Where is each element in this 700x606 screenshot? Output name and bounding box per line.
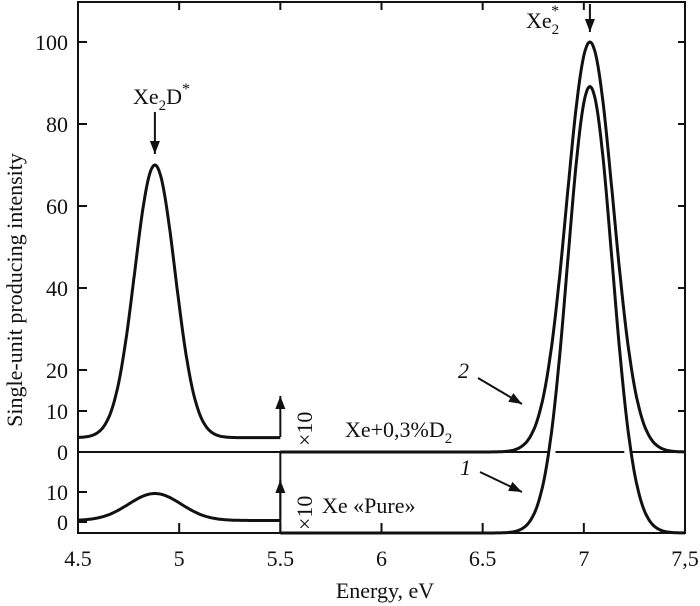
arrow-scale-lower-head (275, 480, 286, 493)
curve-label-1: 1 (460, 455, 471, 480)
curve-label-2: 2 (458, 358, 469, 383)
y-axis-label: Single-unit producing intensity (2, 153, 27, 427)
curve-2-xe2-peak (280, 40, 685, 454)
curve-1-xe2-peak (280, 84, 686, 535)
curve-2-xe2d-peak (77, 163, 281, 440)
y-tick-label: 10 (46, 399, 68, 424)
x-tick-label: 6.5 (469, 546, 497, 571)
scale-note-lower: ×10 (292, 496, 317, 530)
x-tick-label: 6 (376, 546, 387, 571)
arrow-curve-1-head (508, 481, 522, 492)
x-tick-label: 4.5 (64, 546, 92, 571)
y-tick-label: 20 (46, 358, 68, 383)
curves (77, 4, 686, 535)
annotation-xe2: Xe2* (526, 3, 559, 38)
annotation-mix: Xe+0,3%D2 (345, 417, 452, 447)
curve-1-left-peak (78, 492, 281, 522)
annotation-pure: Xe «Pure» (322, 493, 415, 518)
y-tick-label: 100 (35, 30, 68, 55)
y-tick-label-lower: 10 (46, 480, 68, 505)
y-tick-label: 40 (46, 276, 68, 301)
arrow-scale-upper-head (275, 396, 286, 409)
arrow-xe2d-head (149, 141, 160, 154)
arrow-curve-2-head (508, 393, 522, 404)
x-axis-label: Energy, eV (336, 578, 434, 603)
x-tick-label: 5.5 (267, 546, 295, 571)
y-tick-label: 0 (57, 440, 68, 465)
y-tick-label-lower: 0 (57, 510, 68, 535)
x-tick-label: 5 (174, 546, 185, 571)
scale-note-upper: ×10 (292, 412, 317, 446)
y-tick-label: 60 (46, 194, 68, 219)
arrow-xe2-head (584, 19, 595, 32)
annotation-xe2d: Xe2D* (133, 81, 190, 114)
y-tick-label: 80 (46, 112, 68, 137)
axes: 4.5 5 5.5 6 6.5 7 7,5 0 10 20 40 60 80 100 0 10 (35, 1, 699, 571)
x-tick-label: 7,5 (671, 546, 699, 571)
x-tick-label: 7 (578, 546, 589, 571)
